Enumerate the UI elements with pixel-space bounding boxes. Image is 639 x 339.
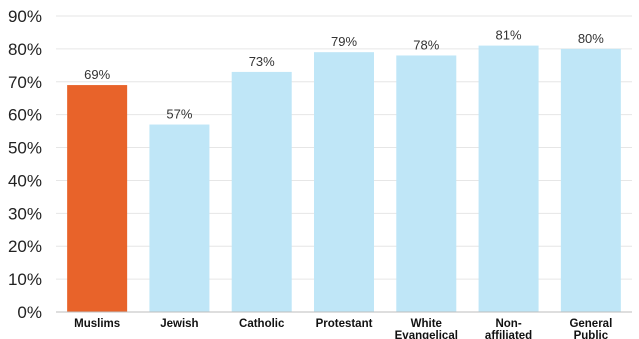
category-label-5: Non- xyxy=(495,318,521,330)
y-tick-label: 20% xyxy=(8,237,42,256)
category-label-4: Evangelical xyxy=(395,330,458,339)
data-label-4: 78% xyxy=(413,37,439,52)
bar-6 xyxy=(560,48,621,313)
data-label-5: 81% xyxy=(496,28,522,43)
data-labels: 69% 57% 73% 79% 78% 81% 80% xyxy=(84,28,604,122)
category-label-3: Protestant xyxy=(316,318,373,330)
category-labels: Muslims Jewish Catholic Protestant WhiteEvan… xyxy=(74,318,612,339)
y-tick-label: 40% xyxy=(8,171,42,190)
bars xyxy=(67,45,621,313)
data-label-2: 73% xyxy=(249,54,275,69)
category-label-6: General xyxy=(569,318,612,330)
y-tick-label: 10% xyxy=(8,270,42,289)
data-label-3: 79% xyxy=(331,34,357,49)
category-label-1: Jewish xyxy=(160,318,198,330)
y-tick-label: 30% xyxy=(8,204,42,223)
category-label-0: Muslims xyxy=(74,318,120,330)
category-label-2: Catholic xyxy=(239,318,285,330)
bar-5 xyxy=(478,45,539,312)
y-tick-label: 70% xyxy=(8,73,42,92)
data-label-1: 57% xyxy=(166,107,192,122)
category-label-5: affiliated xyxy=(485,330,532,339)
y-tick-label: 0% xyxy=(17,303,42,322)
y-axis-ticks: 0% 10% 20% 30% 40% 50% 60% 70% 80% 90% xyxy=(8,7,42,322)
y-tick-label: 80% xyxy=(8,40,42,59)
y-tick-label: 50% xyxy=(8,139,42,158)
category-label-6: Public xyxy=(574,330,609,339)
bar-1 xyxy=(149,124,210,313)
bar-2 xyxy=(231,71,292,313)
bar-3 xyxy=(314,52,374,313)
bar-4 xyxy=(396,55,457,312)
data-label-0: 69% xyxy=(84,67,110,82)
y-tick-label: 90% xyxy=(8,7,42,26)
data-label-6: 80% xyxy=(578,31,604,46)
bar-0 xyxy=(67,85,128,312)
category-label-4: White xyxy=(411,318,442,330)
y-tick-label: 60% xyxy=(8,106,42,125)
